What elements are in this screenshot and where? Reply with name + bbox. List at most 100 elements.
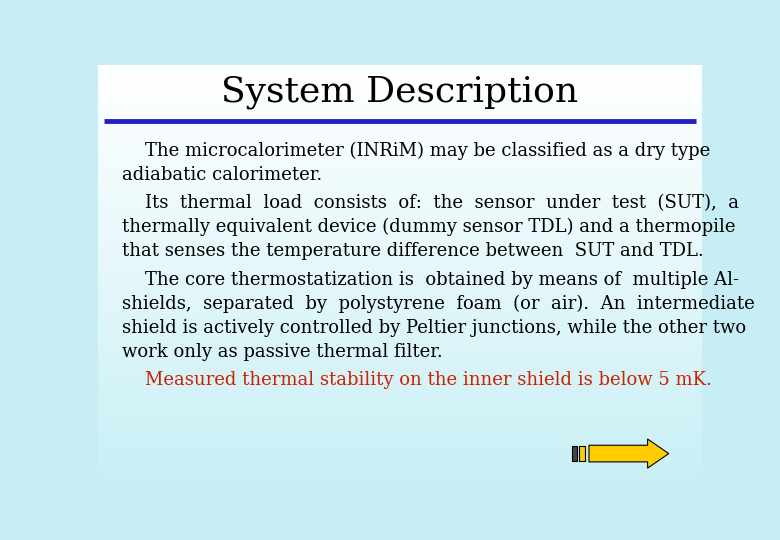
Bar [98, 260, 702, 265]
Bar [98, 443, 702, 447]
Bar [98, 377, 702, 381]
Bar [98, 335, 702, 339]
Bar [98, 235, 702, 239]
Bar [98, 111, 702, 114]
Bar [98, 177, 702, 181]
Bar [98, 373, 702, 377]
Bar [98, 422, 702, 427]
Bar [98, 69, 702, 73]
Bar [98, 389, 702, 393]
Bar [98, 131, 702, 136]
Bar [98, 206, 702, 210]
Bar [98, 119, 702, 123]
Bar [98, 402, 702, 406]
Bar [98, 214, 702, 219]
Bar [98, 447, 702, 451]
Bar [98, 273, 702, 277]
Bar [98, 140, 702, 144]
Bar [98, 298, 702, 302]
Bar [98, 348, 702, 352]
Bar [98, 181, 702, 185]
Bar [98, 472, 702, 476]
Bar [98, 289, 702, 294]
Bar [98, 476, 702, 481]
Bar [98, 185, 702, 190]
Bar [98, 331, 702, 335]
Bar [98, 82, 702, 85]
Bar [98, 468, 702, 472]
Bar [98, 418, 702, 422]
Bar [98, 223, 702, 227]
Text: shields,  separated  by  polystyrene  foam  (or  air).  An  intermediate: shields, separated by polystyrene foam (… [122, 295, 754, 313]
Bar [98, 127, 702, 131]
Text: Measured thermal stability on the inner shield is below 5 mK.: Measured thermal stability on the inner … [122, 371, 711, 389]
Bar [98, 427, 702, 431]
Bar [98, 165, 702, 168]
Bar [98, 435, 702, 439]
Bar [98, 231, 702, 235]
Bar [98, 352, 702, 356]
Bar [98, 256, 702, 260]
Bar [98, 173, 702, 177]
Text: The microcalorimeter (INRiM) may be classified as a dry type: The microcalorimeter (INRiM) may be clas… [122, 141, 710, 160]
Text: Its  thermal  load  consists  of:  the  sensor  under  test  (SUT),  a: Its thermal load consists of: the sensor… [122, 194, 739, 212]
Bar [98, 343, 702, 348]
Bar [98, 360, 702, 364]
Bar [98, 77, 702, 82]
Bar [98, 114, 702, 119]
Bar [98, 210, 702, 214]
Bar [98, 464, 702, 468]
Bar [98, 397, 702, 402]
Bar [98, 90, 702, 94]
Bar [98, 219, 702, 223]
Bar [98, 106, 702, 111]
Bar [98, 94, 702, 98]
Bar [98, 198, 702, 202]
Bar [98, 98, 702, 102]
Bar [98, 456, 702, 460]
Bar [98, 451, 702, 456]
Text: The core thermostatization is  obtained by means of  multiple Al-: The core thermostatization is obtained b… [122, 271, 739, 288]
Bar [98, 322, 702, 327]
Bar [98, 136, 702, 140]
Bar [98, 248, 702, 252]
Bar [98, 406, 702, 410]
Bar [98, 152, 702, 156]
Text: adiabatic calorimeter.: adiabatic calorimeter. [122, 166, 322, 184]
Bar [572, 446, 577, 462]
Bar [98, 202, 702, 206]
Bar [98, 319, 702, 322]
Bar [98, 168, 702, 173]
Bar [98, 439, 702, 443]
Text: thermally equivalent device (dummy sensor TDL) and a thermopile: thermally equivalent device (dummy senso… [122, 218, 736, 237]
Bar [98, 393, 702, 397]
Bar [98, 227, 702, 231]
Text: that senses the temperature difference between  SUT and TDL.: that senses the temperature difference b… [122, 242, 704, 260]
Bar [98, 85, 702, 90]
Bar [98, 381, 702, 385]
Bar [98, 327, 702, 331]
Text: work only as passive thermal filter.: work only as passive thermal filter. [122, 343, 442, 361]
Bar [98, 385, 702, 389]
Bar [580, 446, 585, 462]
Polygon shape [589, 439, 668, 468]
Text: System Description: System Description [222, 75, 578, 109]
Bar [98, 410, 702, 414]
Bar [98, 268, 702, 273]
Bar [98, 368, 702, 373]
Bar [98, 306, 702, 310]
Bar [98, 277, 702, 281]
Bar [98, 285, 702, 289]
Bar [98, 356, 702, 360]
Bar [98, 460, 702, 464]
Bar [98, 148, 702, 152]
Bar [98, 194, 702, 198]
Bar [98, 102, 702, 106]
Bar [98, 364, 702, 368]
Bar [98, 339, 702, 343]
Bar [98, 294, 702, 298]
Bar [98, 144, 702, 148]
Bar [98, 314, 702, 319]
Bar [98, 239, 702, 244]
Bar [98, 310, 702, 314]
